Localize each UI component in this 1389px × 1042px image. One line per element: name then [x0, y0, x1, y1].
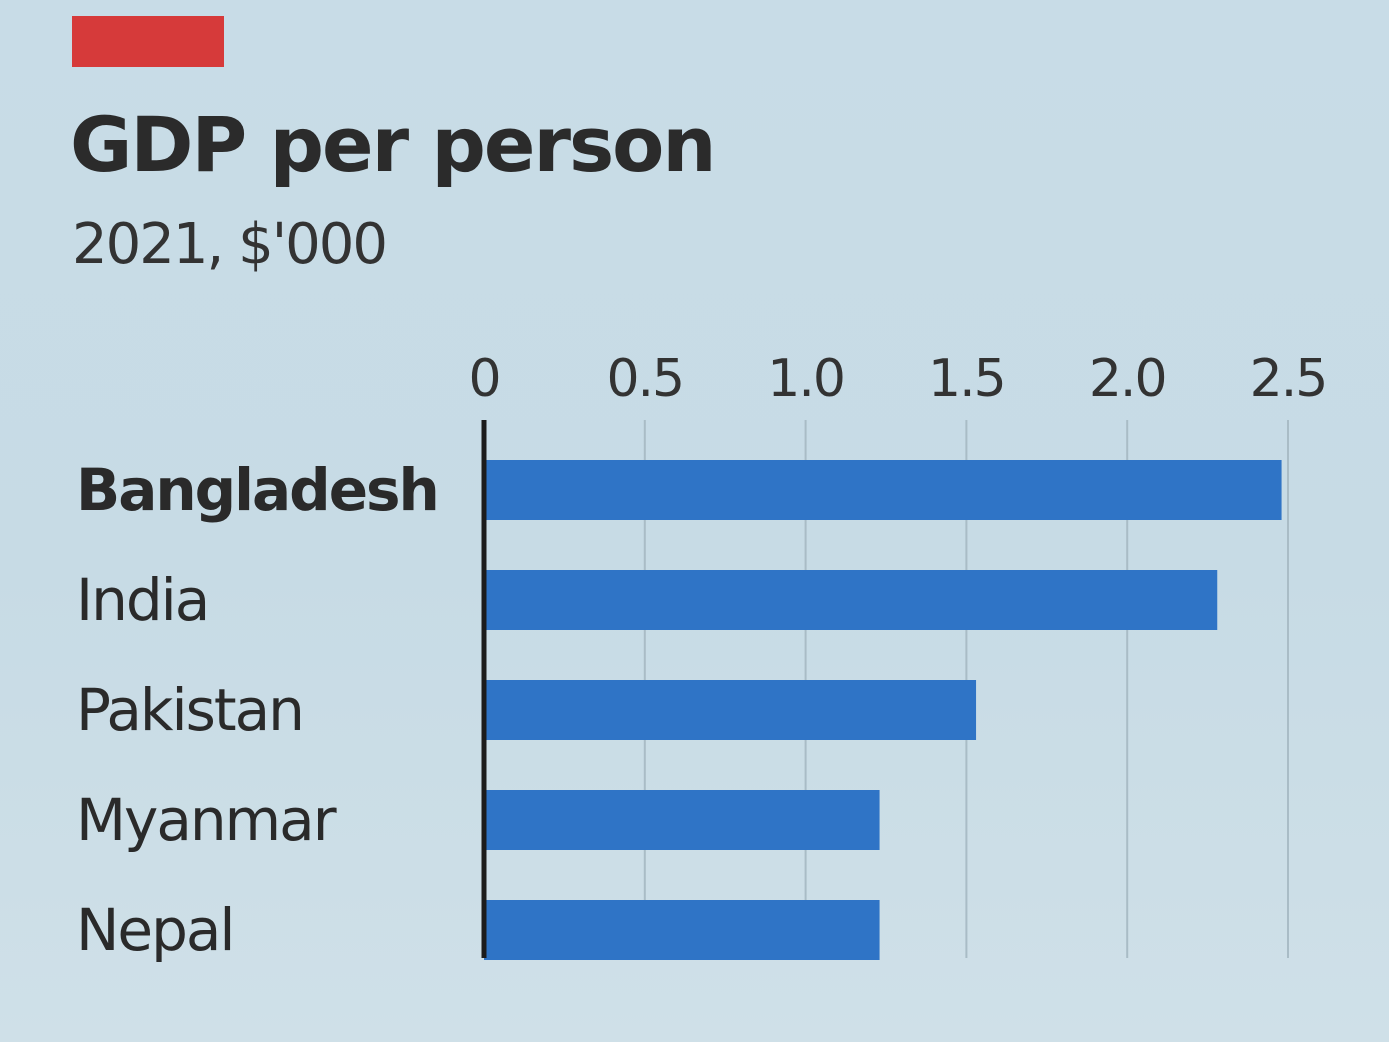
category-label: India: [76, 566, 208, 634]
category-label: Nepal: [76, 896, 234, 964]
x-tick-label: 0.5: [606, 349, 683, 409]
chart-subtitle: 2021, $'000: [72, 212, 388, 277]
x-tick-label: 1.5: [928, 349, 1005, 409]
x-tick-label: 2.5: [1250, 349, 1327, 409]
bar: [484, 790, 880, 850]
x-tick-label: 1.0: [767, 349, 844, 409]
x-tick-label: 0: [468, 349, 499, 409]
accent-tag: [72, 16, 224, 67]
category-label: Pakistan: [76, 676, 303, 744]
chart-title: GDP per person: [70, 100, 716, 189]
category-label: Bangladesh: [76, 456, 438, 524]
bar: [484, 900, 880, 960]
bar: [484, 570, 1218, 630]
bars: [484, 460, 1282, 960]
x-tick-label: 2.0: [1089, 349, 1166, 409]
bar: [484, 460, 1282, 520]
category-labels: Bangladesh India Pakistan Myanmar Nepal: [76, 456, 440, 964]
bar: [484, 680, 977, 740]
x-axis-ticks: 0 0.5 1.0 1.5 2.0 2.5: [468, 349, 1328, 409]
category-label: Myanmar: [76, 786, 337, 854]
